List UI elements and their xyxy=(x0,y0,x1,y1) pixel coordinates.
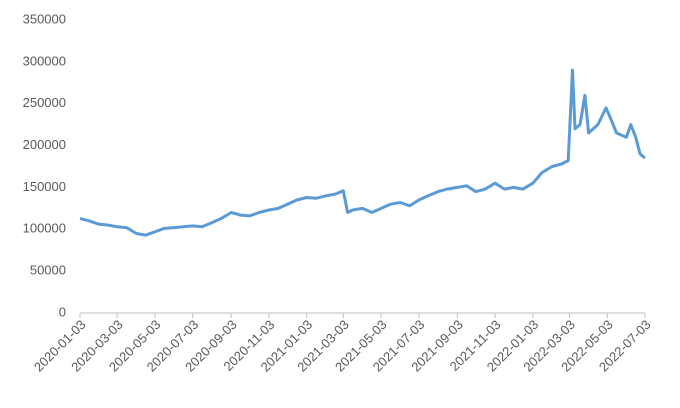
y-tick-label: 250000 xyxy=(23,95,66,110)
y-tick-label: 0 xyxy=(59,304,66,319)
y-tick-label: 300000 xyxy=(23,53,66,68)
y-tick-label: 200000 xyxy=(23,137,66,152)
y-tick-label: 100000 xyxy=(23,221,66,236)
y-tick-label: 150000 xyxy=(23,179,66,194)
y-tick-label: 350000 xyxy=(23,11,66,26)
line xyxy=(79,68,646,237)
y-tick-label: 50000 xyxy=(30,263,66,278)
